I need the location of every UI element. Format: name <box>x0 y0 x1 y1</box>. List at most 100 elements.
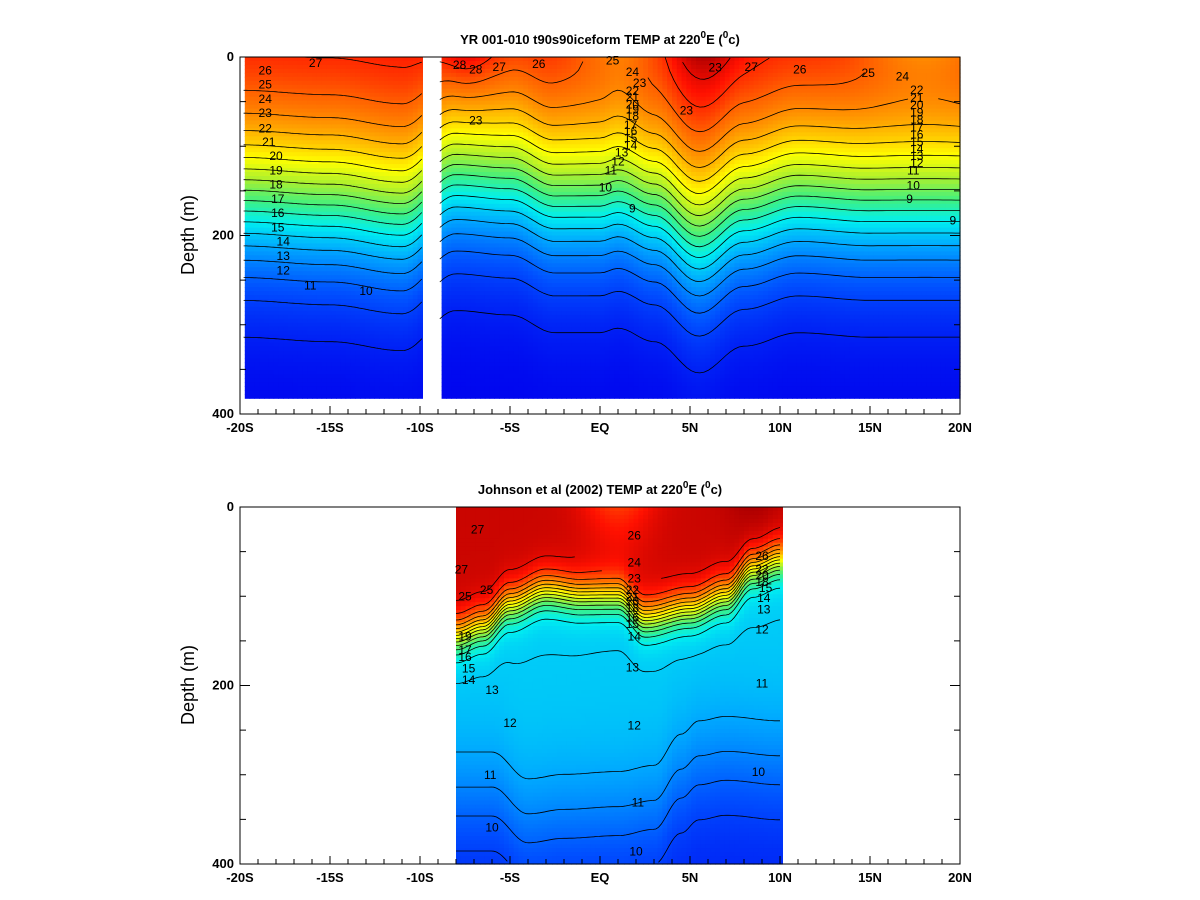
heat-cell <box>268 354 275 360</box>
heat-cell <box>345 247 351 252</box>
heat-cell <box>379 57 385 62</box>
heat-cell <box>312 144 318 149</box>
heat-cell <box>297 80 303 86</box>
heat-cell <box>441 279 447 284</box>
heat-cell <box>398 152 404 157</box>
heat-cell <box>451 116 457 122</box>
heat-cell <box>470 295 476 300</box>
heat-cell <box>513 104 519 110</box>
heat-cell <box>292 378 299 383</box>
heat-cell <box>460 148 467 153</box>
heat-cell <box>249 148 255 153</box>
heat-cell <box>484 211 491 217</box>
heat-cell <box>417 247 423 252</box>
heat-cell <box>312 199 318 205</box>
heat-cell <box>307 358 313 364</box>
heat-cell <box>283 279 289 284</box>
heat-cell <box>475 136 481 141</box>
heat-cell <box>364 168 371 173</box>
heat-cell <box>518 164 524 169</box>
heat-cell <box>326 168 332 173</box>
heat-cell <box>244 144 251 149</box>
heat-cell <box>441 223 447 229</box>
heat-cell <box>369 314 375 320</box>
heat-cell <box>340 358 347 364</box>
heat-cell <box>307 92 313 98</box>
heat-cell <box>297 247 303 252</box>
heat-cell <box>489 128 495 133</box>
heat-cell <box>264 267 270 272</box>
heat-cell <box>278 291 284 296</box>
heat-cell <box>249 140 255 145</box>
heat-cell <box>451 302 457 308</box>
heat-cell <box>518 116 524 122</box>
heat-cell <box>316 116 323 122</box>
heat-cell <box>244 390 251 395</box>
heat-cell <box>259 112 265 118</box>
heat-cell <box>350 255 356 260</box>
heat-cell <box>451 176 457 181</box>
heat-cell <box>379 279 385 284</box>
heat-cell <box>355 183 361 189</box>
heat-cell <box>292 366 299 371</box>
heat-cell <box>321 172 327 177</box>
heat-cell <box>249 299 255 304</box>
heat-cell <box>340 219 347 225</box>
heat-cell <box>475 199 481 205</box>
heat-cell <box>302 187 308 193</box>
heat-cell <box>403 287 409 292</box>
heat-cell <box>336 374 342 379</box>
heat-cell <box>379 176 385 181</box>
heat-cell <box>350 271 356 276</box>
heat-cell <box>465 386 471 391</box>
heat-cell <box>398 330 404 336</box>
heat-cell <box>393 318 399 324</box>
heat-cell <box>278 374 284 379</box>
heat-cell <box>537 378 543 383</box>
heat-cell <box>249 100 255 106</box>
heat-cell <box>388 76 395 82</box>
heat-cell <box>532 394 539 399</box>
heat-cell <box>292 302 299 308</box>
heat-cell <box>283 187 289 193</box>
heat-cell <box>297 243 303 248</box>
heat-cell <box>398 164 404 169</box>
heat-cell <box>292 318 299 324</box>
heat-cell <box>264 394 270 399</box>
heat-cell <box>393 287 399 292</box>
heat-cell <box>364 124 371 129</box>
heat-cell <box>408 156 414 161</box>
heat-cell <box>369 295 375 300</box>
heat-cell <box>340 68 347 74</box>
heat-cell <box>278 215 284 221</box>
heat-cell <box>321 386 327 391</box>
heat-cell <box>316 334 323 340</box>
heat-cell <box>441 148 447 153</box>
heat-cell <box>504 306 510 312</box>
heat-cell <box>528 295 534 300</box>
heat-cell <box>340 211 347 217</box>
heat-cell <box>518 247 524 252</box>
heat-cell <box>393 219 399 225</box>
heat-cell <box>297 144 303 149</box>
heat-cell <box>307 350 313 356</box>
heat-cell <box>360 243 366 248</box>
heat-cell <box>249 386 255 391</box>
heat-cell <box>484 354 491 360</box>
heat-cell <box>412 338 419 344</box>
heat-cell <box>364 374 371 379</box>
heat-cell <box>403 152 409 157</box>
heat-cell <box>456 176 462 181</box>
heat-cell <box>321 322 327 328</box>
heat-cell <box>475 362 481 367</box>
heat-cell <box>350 172 356 177</box>
heat-cell <box>475 259 481 264</box>
heat-cell <box>417 354 423 360</box>
heat-cell <box>374 235 380 241</box>
heat-cell <box>384 211 390 217</box>
heat-cell <box>489 247 495 252</box>
heat-cell <box>254 61 260 66</box>
heat-cell <box>316 390 323 395</box>
heat-cell <box>408 223 414 229</box>
heat-cell <box>532 172 539 177</box>
